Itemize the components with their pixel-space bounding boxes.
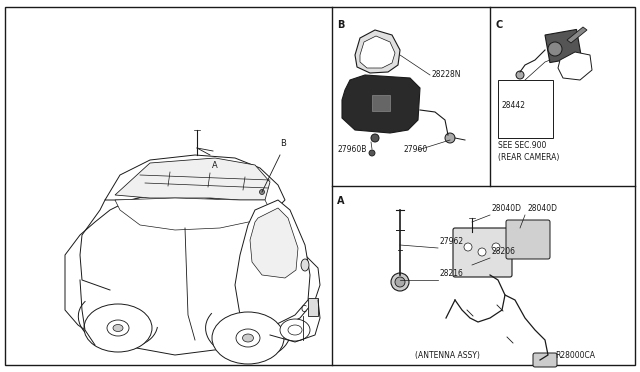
Text: 28206: 28206 — [492, 247, 516, 256]
Polygon shape — [567, 27, 587, 43]
Text: 28040D: 28040D — [527, 204, 557, 213]
Circle shape — [516, 71, 524, 79]
FancyBboxPatch shape — [533, 353, 557, 367]
Ellipse shape — [243, 334, 253, 342]
Polygon shape — [105, 155, 285, 215]
Polygon shape — [342, 75, 420, 133]
Polygon shape — [250, 208, 298, 278]
Text: A: A — [337, 196, 344, 206]
Circle shape — [548, 42, 562, 56]
Ellipse shape — [113, 324, 123, 331]
Ellipse shape — [288, 325, 302, 335]
Circle shape — [478, 248, 486, 256]
Ellipse shape — [236, 329, 260, 347]
Text: 28040D: 28040D — [492, 204, 522, 213]
Text: 27960: 27960 — [403, 145, 428, 154]
Bar — [308, 298, 318, 316]
Polygon shape — [558, 52, 592, 80]
Circle shape — [445, 133, 455, 143]
Polygon shape — [115, 158, 270, 200]
Ellipse shape — [212, 312, 284, 364]
Polygon shape — [235, 200, 310, 325]
Bar — [545, 29, 581, 62]
Text: C: C — [300, 305, 306, 314]
Text: R28000CA: R28000CA — [555, 351, 595, 360]
Text: 27960B: 27960B — [337, 145, 366, 154]
Text: 28228N: 28228N — [432, 70, 461, 79]
Text: B: B — [337, 20, 344, 30]
Text: (ANTENNA ASSY): (ANTENNA ASSY) — [415, 351, 480, 360]
Circle shape — [371, 134, 379, 142]
Polygon shape — [115, 198, 270, 230]
Text: B: B — [280, 138, 286, 148]
Text: 28216: 28216 — [440, 269, 464, 278]
Text: (REAR CAMERA): (REAR CAMERA) — [498, 153, 559, 162]
Circle shape — [259, 189, 264, 195]
Circle shape — [391, 273, 409, 291]
FancyBboxPatch shape — [506, 220, 550, 259]
Circle shape — [369, 150, 375, 156]
Circle shape — [395, 277, 405, 287]
Ellipse shape — [280, 319, 310, 341]
Ellipse shape — [301, 259, 309, 271]
Polygon shape — [355, 30, 400, 73]
Text: 27962: 27962 — [440, 237, 464, 246]
Text: 28442: 28442 — [502, 101, 526, 110]
Bar — [372, 95, 390, 111]
Polygon shape — [360, 36, 395, 68]
FancyBboxPatch shape — [453, 228, 512, 277]
Text: SEE SEC.900: SEE SEC.900 — [498, 141, 547, 150]
Ellipse shape — [107, 320, 129, 336]
Text: A: A — [212, 160, 218, 170]
Text: C: C — [495, 20, 502, 30]
Bar — [498, 80, 553, 138]
Ellipse shape — [84, 304, 152, 352]
Circle shape — [492, 243, 500, 251]
Circle shape — [464, 243, 472, 251]
Polygon shape — [65, 195, 320, 355]
